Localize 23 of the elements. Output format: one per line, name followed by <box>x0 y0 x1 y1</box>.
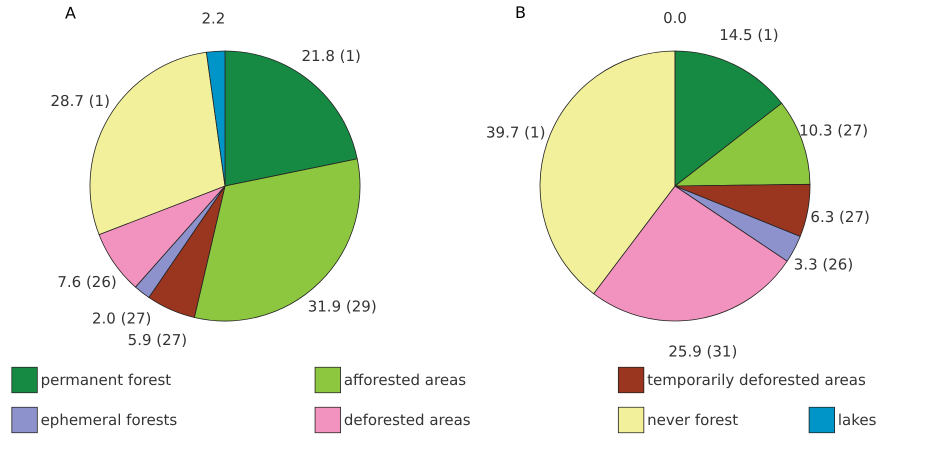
data-label: 5.9 (27) <box>128 330 188 349</box>
chart-title: B <box>515 3 526 22</box>
data-label: 14.5 (1) <box>719 26 779 44</box>
data-label: 7.6 (26) <box>57 272 117 291</box>
legend-label: permanent forest <box>40 371 172 389</box>
data-label: 3.3 (26) <box>794 256 854 274</box>
legend-label: afforested areas <box>344 371 466 389</box>
chart-title: A <box>65 3 76 22</box>
legend-label: ephemeral forests <box>40 411 178 429</box>
legend-label: lakes <box>838 411 877 429</box>
data-label: 6.3 (27) <box>810 208 870 226</box>
data-label: 2.2 <box>201 9 226 28</box>
legend-label: never forest <box>647 411 738 429</box>
legend-label: deforested areas <box>344 411 471 429</box>
legend-label: temporarily deforested areas <box>647 371 866 389</box>
data-label: 39.7 (1) <box>486 124 546 142</box>
data-label: 28.7 (1) <box>50 92 110 110</box>
data-label: 2.0 (27) <box>92 309 152 328</box>
data-label: 31.9 (29) <box>308 297 377 316</box>
data-label: 21.8 (1) <box>301 46 361 65</box>
text: 0.0 <box>663 9 687 27</box>
data-label: 25.9 (31) <box>668 342 738 361</box>
data-label: 10.3 (27) <box>799 122 868 140</box>
